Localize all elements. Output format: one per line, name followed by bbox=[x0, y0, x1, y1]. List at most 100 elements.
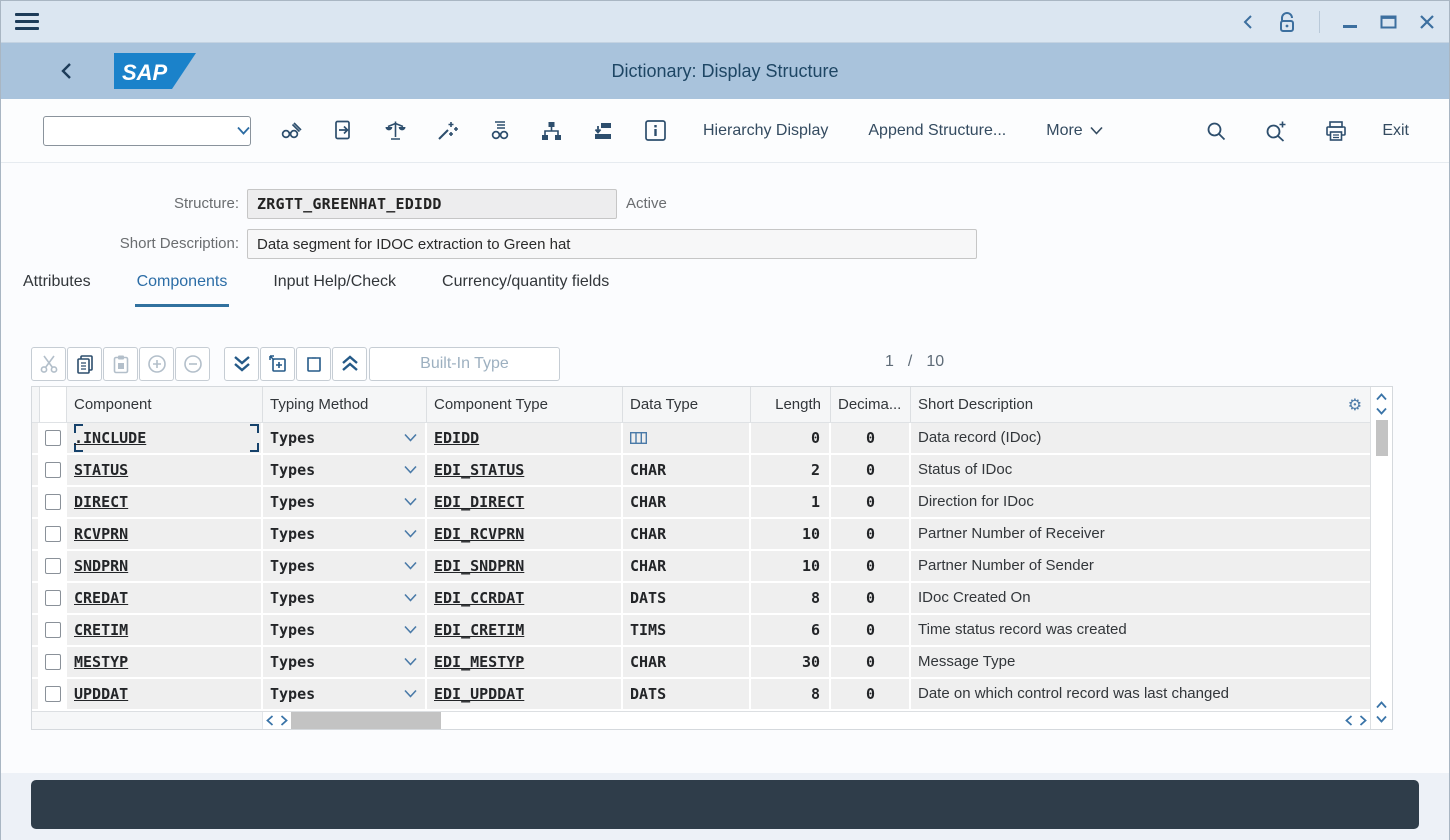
component-link[interactable]: CREDAT bbox=[74, 589, 128, 607]
tab-components[interactable]: Components bbox=[135, 269, 230, 307]
vscroll-thumb[interactable] bbox=[1376, 420, 1388, 456]
exit-button[interactable]: Exit bbox=[1382, 122, 1409, 140]
scroll-down-icon[interactable] bbox=[1376, 404, 1387, 418]
row-selector-strip[interactable] bbox=[32, 647, 40, 677]
command-field[interactable] bbox=[43, 116, 251, 146]
component-link[interactable]: STATUS bbox=[74, 461, 128, 479]
component-link[interactable]: .INCLUDE bbox=[74, 429, 146, 447]
row-selector-strip[interactable] bbox=[32, 455, 40, 485]
component-type-link[interactable]: EDI_RCVPRN bbox=[434, 525, 524, 543]
component-type-link[interactable]: EDI_SNDPRN bbox=[434, 557, 524, 575]
scroll-down-icon[interactable] bbox=[1376, 712, 1387, 726]
component-link[interactable]: UPDDAT bbox=[74, 685, 128, 703]
typing-method-select[interactable]: Types bbox=[263, 615, 427, 645]
component-link[interactable]: CRETIM bbox=[74, 621, 128, 639]
row-selector-strip[interactable] bbox=[32, 551, 40, 581]
search-next-icon[interactable] bbox=[1258, 111, 1294, 151]
typing-method-select[interactable]: Types bbox=[263, 455, 427, 485]
short-description-field[interactable]: Data segment for IDOC extraction to Gree… bbox=[247, 229, 977, 259]
move-up-icon[interactable] bbox=[332, 347, 367, 381]
typing-method-select[interactable]: Types bbox=[263, 487, 427, 517]
row-selector-strip[interactable] bbox=[32, 679, 40, 709]
move-down-icon[interactable] bbox=[224, 347, 259, 381]
cut-button[interactable] bbox=[31, 347, 66, 381]
footer-area bbox=[1, 773, 1449, 840]
component-type-link[interactable]: EDI_UPDDAT bbox=[434, 685, 524, 703]
component-link[interactable]: RCVPRN bbox=[74, 525, 128, 543]
row-checkbox[interactable] bbox=[45, 430, 61, 446]
row-selector-strip[interactable] bbox=[32, 519, 40, 549]
delete-row-minus-icon[interactable] bbox=[175, 347, 210, 381]
scroll-left-icon[interactable] bbox=[263, 712, 277, 729]
scroll-left-icon[interactable] bbox=[1342, 712, 1356, 729]
nav-back-icon[interactable] bbox=[1241, 13, 1255, 31]
tab-input-help-check[interactable]: Input Help/Check bbox=[271, 269, 398, 307]
row-selector-strip[interactable] bbox=[32, 487, 40, 517]
typing-method-select[interactable]: Types bbox=[263, 647, 427, 677]
paste-button[interactable] bbox=[103, 347, 138, 381]
insert-row-plus-icon[interactable] bbox=[139, 347, 174, 381]
hierarchy-icon[interactable] bbox=[525, 111, 577, 151]
component-link[interactable]: SNDPRN bbox=[74, 557, 128, 575]
delete-entry-icon[interactable] bbox=[296, 347, 331, 381]
scroll-up-icon[interactable] bbox=[1376, 390, 1387, 404]
structure-field[interactable]: ZRGTT_GREENHAT_EDIDD bbox=[247, 189, 617, 219]
append-structure-button[interactable]: Append Structure... bbox=[868, 122, 1006, 140]
row-checkbox[interactable] bbox=[45, 462, 61, 478]
more-menu-button[interactable]: More bbox=[1046, 122, 1102, 140]
print-icon[interactable] bbox=[1318, 111, 1354, 151]
component-type-link[interactable]: EDI_STATUS bbox=[434, 461, 524, 479]
search-icon[interactable] bbox=[1198, 111, 1234, 151]
component-type-link[interactable]: EDI_DIRECT bbox=[434, 493, 524, 511]
component-type-link[interactable]: EDI_CRETIM bbox=[434, 621, 524, 639]
row-checkbox[interactable] bbox=[45, 686, 61, 702]
component-link[interactable]: MESTYP bbox=[74, 653, 128, 671]
row-selector-strip[interactable] bbox=[32, 583, 40, 613]
copy-button[interactable] bbox=[67, 347, 102, 381]
typing-method-select[interactable]: Types bbox=[263, 423, 427, 453]
length-value: 6 bbox=[811, 621, 820, 639]
copy-object-icon[interactable] bbox=[317, 111, 369, 151]
consistency-check-icon[interactable] bbox=[369, 111, 421, 151]
scroll-up-icon[interactable] bbox=[1376, 698, 1387, 712]
activate-icon[interactable] bbox=[421, 111, 473, 151]
row-checkbox[interactable] bbox=[45, 590, 61, 606]
hierarchy-display-button[interactable]: Hierarchy Display bbox=[703, 122, 828, 140]
hscroll-thumb[interactable] bbox=[291, 712, 441, 729]
minimize-icon[interactable] bbox=[1342, 14, 1358, 30]
where-used-list-icon[interactable] bbox=[473, 111, 525, 151]
indexes-icon[interactable] bbox=[577, 111, 629, 151]
data-type-value: CHAR bbox=[630, 493, 666, 511]
typing-method-select[interactable]: Types bbox=[263, 519, 427, 549]
info-icon[interactable] bbox=[629, 111, 681, 151]
row-checkbox[interactable] bbox=[45, 558, 61, 574]
built-in-type-button[interactable]: Built-In Type bbox=[369, 347, 560, 381]
close-icon[interactable] bbox=[1419, 14, 1435, 30]
component-link[interactable]: DIRECT bbox=[74, 493, 128, 511]
hamburger-menu-icon[interactable] bbox=[15, 9, 39, 34]
tab-attributes[interactable]: Attributes bbox=[21, 269, 93, 307]
component-type-link[interactable]: EDI_CCRDAT bbox=[434, 589, 524, 607]
table-settings-gear-icon[interactable]: ⚙ bbox=[1348, 395, 1362, 414]
row-checkbox[interactable] bbox=[45, 622, 61, 638]
row-selector-strip[interactable] bbox=[32, 615, 40, 645]
hscroll-track[interactable] bbox=[441, 712, 1342, 729]
component-type-link[interactable]: EDI_MESTYP bbox=[434, 653, 524, 671]
component-type-link[interactable]: EDIDD bbox=[434, 429, 479, 447]
row-checkbox[interactable] bbox=[45, 494, 61, 510]
row-checkbox[interactable] bbox=[45, 654, 61, 670]
typing-method-select[interactable]: Types bbox=[263, 679, 427, 709]
scroll-right-icon[interactable] bbox=[277, 712, 291, 729]
maximize-icon[interactable] bbox=[1380, 14, 1397, 30]
row-selector-strip[interactable] bbox=[32, 423, 40, 453]
command-input[interactable] bbox=[44, 117, 237, 145]
display-change-icon[interactable] bbox=[265, 111, 317, 151]
scroll-right-icon[interactable] bbox=[1356, 712, 1370, 729]
insert-entry-icon[interactable] bbox=[260, 347, 295, 381]
chevron-down-icon[interactable] bbox=[237, 126, 250, 135]
row-checkbox[interactable] bbox=[45, 526, 61, 542]
tab-currency-quantity-fields[interactable]: Currency/quantity fields bbox=[440, 269, 611, 307]
typing-method-select[interactable]: Types bbox=[263, 551, 427, 581]
typing-method-select[interactable]: Types bbox=[263, 583, 427, 613]
unlock-icon[interactable] bbox=[1277, 11, 1297, 33]
